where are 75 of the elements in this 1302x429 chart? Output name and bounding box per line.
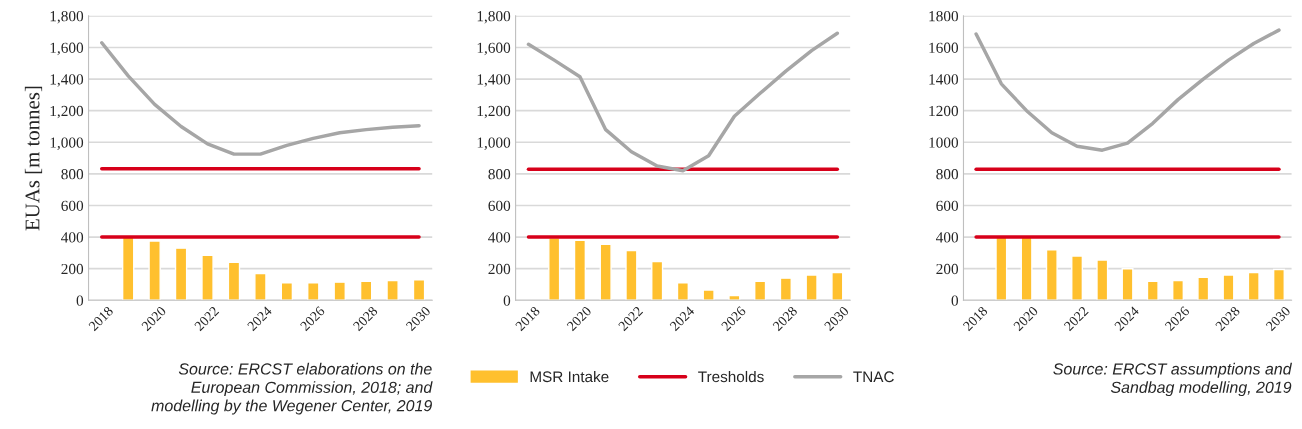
bar (1197, 276, 1210, 301)
y-tick-label: 1400 (929, 74, 959, 85)
bar (702, 289, 715, 301)
y-tick-label: 1000 (929, 137, 959, 148)
y-tick-label: 0 (951, 295, 959, 306)
bar (333, 281, 346, 301)
y-tick-label: 0 (76, 295, 84, 306)
y-tick-label: 600 (488, 200, 511, 211)
y-tick-label: 400 (61, 232, 84, 243)
line-series (526, 31, 840, 173)
y-tick-label: 1600 (929, 42, 959, 53)
bar (412, 279, 426, 301)
y-tick-label: 1,400 (477, 74, 511, 87)
bar (1172, 279, 1185, 301)
y-tick-label: 1,800 (477, 11, 511, 24)
bar (995, 236, 1008, 301)
bar (1146, 280, 1159, 301)
bar (280, 282, 294, 301)
y-tick-label: 1,000 (50, 137, 84, 150)
y-tick-label: 400 (936, 232, 959, 243)
bar (359, 280, 373, 301)
y-tick-label: 400 (488, 232, 511, 243)
bar (831, 271, 844, 301)
y-tick-label: 1200 (929, 105, 959, 117)
y-tick-label: 200 (488, 263, 511, 275)
bar (548, 237, 561, 301)
bar (1071, 255, 1084, 301)
source-note: Source: ERCST elaborations on the European Commission, 2018; and modelling by the Wegener Center, 2019 (151, 362, 433, 415)
bar (599, 243, 612, 301)
bar (805, 274, 818, 301)
bar (1121, 268, 1134, 301)
bar (1272, 268, 1285, 301)
bar (254, 272, 267, 301)
bar (121, 236, 135, 301)
legend-label: Tresholds (698, 370, 764, 383)
y-axis-title: EUAs [m tonnes] (24, 86, 43, 231)
bar (1247, 271, 1260, 301)
y-tick-label: 1,200 (50, 105, 84, 119)
bar (676, 282, 689, 301)
y-tick-label: 800 (936, 169, 959, 180)
bar (779, 277, 792, 301)
y-tick-label: 800 (488, 169, 511, 180)
line-series (100, 41, 421, 156)
y-tick-label: 600 (61, 200, 84, 211)
legend-label: TNAC (853, 371, 894, 383)
bar (1020, 236, 1033, 301)
bar (651, 260, 664, 301)
bar (625, 249, 638, 301)
line-series (974, 28, 1281, 152)
y-tick-label: 600 (936, 200, 959, 211)
bar (201, 254, 214, 301)
y-tick-label: 1,600 (50, 42, 84, 56)
bar (148, 240, 161, 301)
bar (227, 261, 241, 301)
source-note: Source: ERCST assumptions and Sandbag modelling, 2019 (1053, 362, 1293, 397)
bar (386, 279, 399, 301)
y-tick-label: 0 (503, 295, 511, 306)
bar (1222, 274, 1235, 301)
y-tick-label: 1,600 (477, 42, 511, 56)
y-tick-label: 1,800 (50, 11, 84, 24)
bar (1045, 249, 1058, 301)
bar (573, 239, 587, 301)
y-tick-label: 200 (61, 263, 84, 275)
bar (754, 280, 767, 301)
y-tick-label: 1,400 (50, 74, 84, 87)
y-tick-label: 200 (936, 263, 959, 275)
legend-label: MSR Intake (530, 370, 609, 383)
y-tick-label: 1,000 (477, 137, 511, 150)
bar (728, 294, 741, 301)
y-tick-label: 1800 (929, 11, 959, 22)
bar (307, 282, 320, 301)
bar (1096, 259, 1109, 301)
y-tick-label: 1,200 (477, 105, 511, 119)
bar (174, 247, 188, 301)
y-tick-label: 800 (61, 169, 84, 180)
